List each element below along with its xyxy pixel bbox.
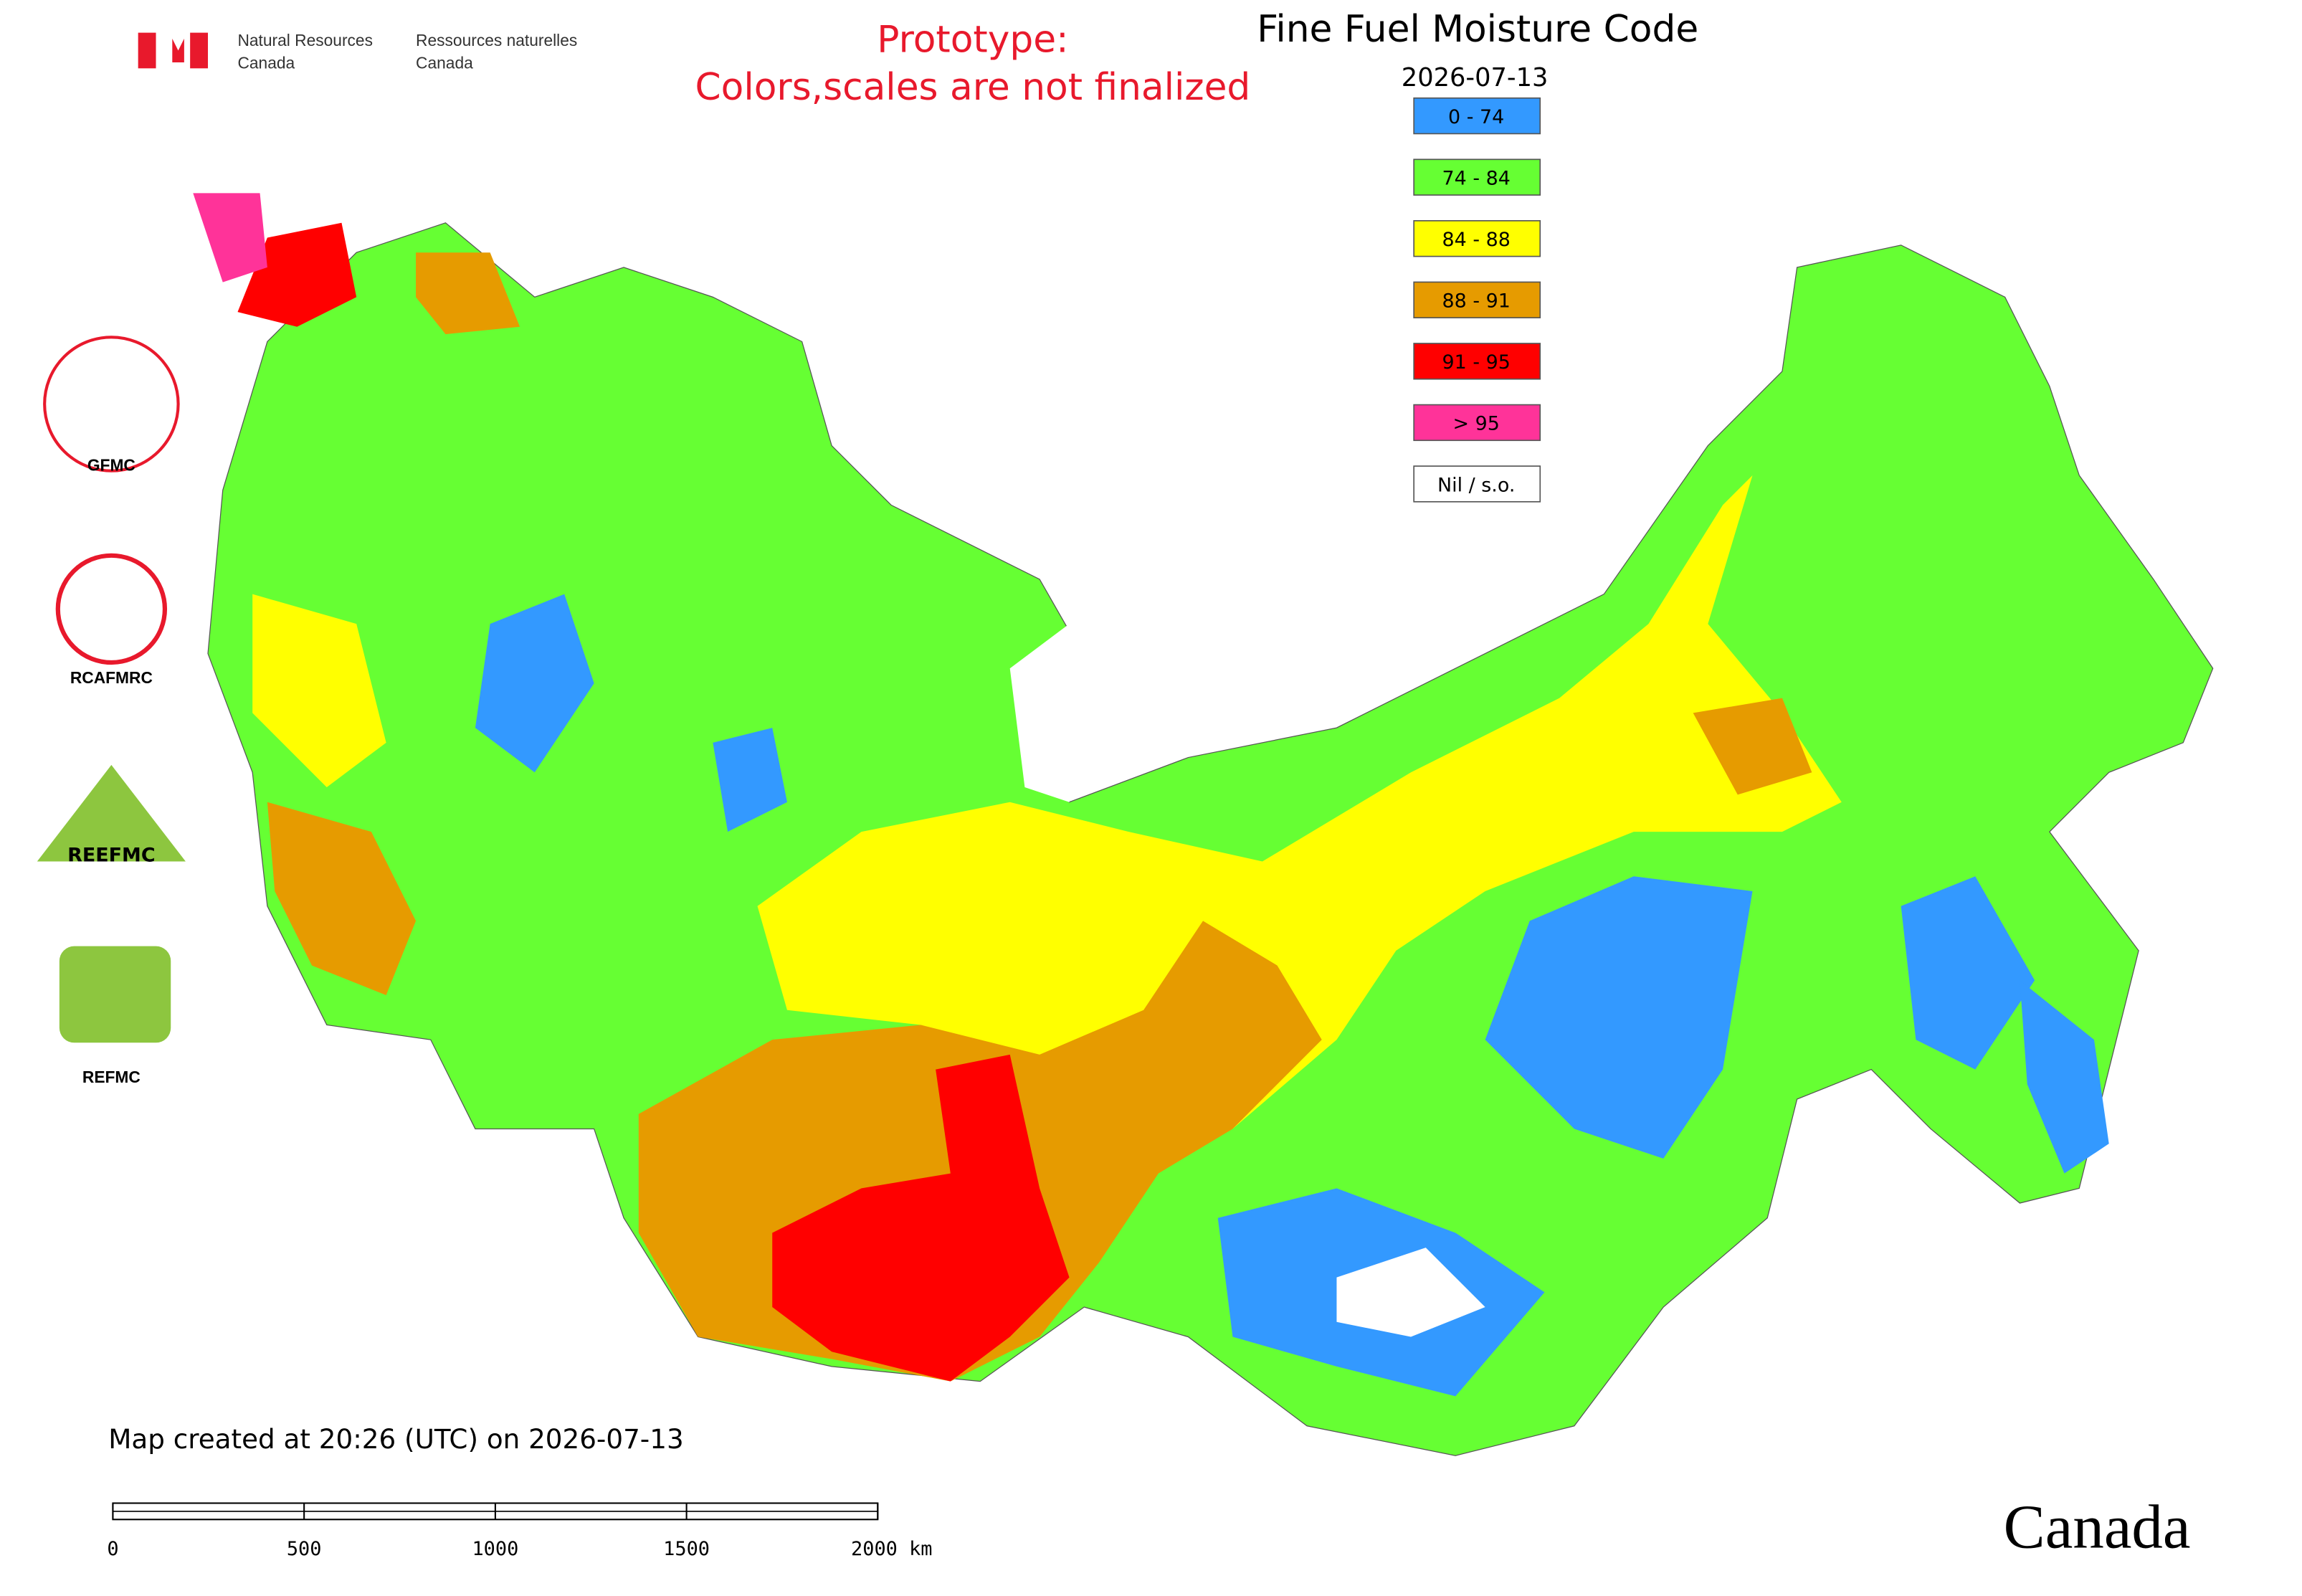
legend-label: 88 - 91 (1442, 290, 1511, 313)
legend-label: > 95 (1452, 413, 1499, 435)
legend-label: Nil / s.o. (1437, 474, 1515, 496)
agency-en: Canada (237, 53, 295, 72)
reefmc-logo (37, 764, 186, 862)
scale-label: 1000 (472, 1538, 518, 1560)
legend-label: 84 - 88 (1442, 229, 1511, 251)
map-title: Fine Fuel Moisture Code (1257, 8, 1698, 51)
notice: Colors,scales are not finalized (695, 66, 1251, 109)
centre-label: RCAFMRC (70, 668, 153, 687)
legend-label: 91 - 95 (1442, 351, 1511, 374)
legend: 0 - 74 74 - 84 84 - 88 88 - 91 91 - 95 > 95 Ni… (1413, 97, 1541, 503)
agency-fr: Ressources naturelles (416, 31, 577, 49)
legend-swatch (1413, 404, 1541, 442)
notice: Prototype: (877, 19, 1068, 62)
legend-swatch (1413, 220, 1541, 257)
scale-label: 1500 (663, 1538, 710, 1560)
agency-en: Natural Resources (237, 31, 373, 49)
created-note: Map created at 20:26 (UTC) on 2026-07-13 (108, 1423, 683, 1455)
canada-wordmark: Canada (2004, 1492, 2191, 1562)
centre-label: REFMC (82, 1068, 141, 1086)
map (193, 193, 2214, 1456)
flag-bar (138, 32, 156, 69)
legend-label: 0 - 74 (1448, 106, 1504, 128)
scale-label: 500 (287, 1538, 322, 1560)
legend-label: 74 - 84 (1442, 168, 1511, 190)
legend-swatch (1413, 97, 1541, 135)
rcafmrc-logo (55, 553, 168, 665)
scale-label: 2000 km (851, 1538, 932, 1560)
legend-swatch (1413, 158, 1541, 196)
agency-fr: Canada (416, 53, 473, 72)
reefmc-logo-text: REEFMC (67, 845, 155, 867)
scale-bar: 0 500 1000 1500 2000 km (107, 1502, 933, 1560)
centre-label: GFMC (87, 456, 135, 475)
legend-swatch (1413, 281, 1541, 318)
map-date: 2026-07-13 (1402, 63, 1549, 92)
flag-leaf (172, 38, 184, 63)
legend-swatch (1413, 343, 1541, 380)
refmc-logo (59, 946, 171, 1043)
gfmc-logo (43, 336, 180, 472)
scale-label: 0 (107, 1538, 118, 1560)
legend-swatch (1413, 465, 1541, 503)
flag-bar (190, 32, 209, 69)
